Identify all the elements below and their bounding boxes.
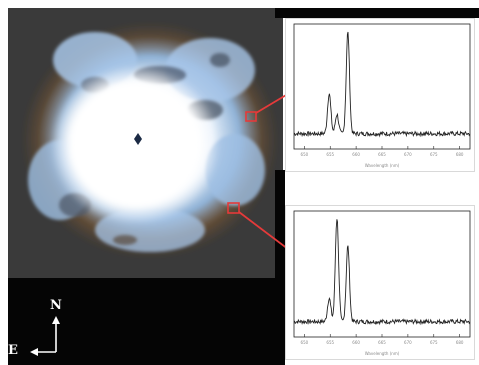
lower-spectrum-line xyxy=(293,219,471,326)
tick-label: 660 xyxy=(352,152,360,157)
lower-spectrum-axes xyxy=(293,210,471,338)
upper-spectrum-svg: 650 655 660 665 670 675 680 Wavelength (nm) xyxy=(293,23,471,168)
compass-arrows-icon xyxy=(30,316,60,356)
upper-callout-box xyxy=(245,111,257,122)
upper-spectrum-line xyxy=(293,31,471,138)
tick-label: 680 xyxy=(456,152,464,157)
upper-spectrum-x-label: Wavelength (nm) xyxy=(365,163,400,168)
lower-spectrum-x-label: Wavelength (nm) xyxy=(365,351,400,356)
tick-label: 670 xyxy=(404,340,412,345)
image-black-right xyxy=(275,170,285,365)
compass: N E xyxy=(8,296,70,360)
white-core xyxy=(50,65,220,225)
upper-spectrum-axes xyxy=(293,23,471,150)
central-star-icon xyxy=(134,133,142,145)
lower-spectrum-tick-labels: 650 655 660 665 670 675 680 xyxy=(301,334,464,345)
lower-spectrum-panel: 650 655 660 665 670 675 680 Wavelength (nm) xyxy=(285,205,475,360)
lower-spectrum-svg: 650 655 660 665 670 675 680 Wavelength (nm) xyxy=(293,210,471,356)
compass-east-label: E xyxy=(8,343,18,358)
image-black-top xyxy=(275,8,479,18)
tick-label: 680 xyxy=(456,340,464,345)
tick-label: 650 xyxy=(301,340,309,345)
tick-label: 655 xyxy=(326,152,334,157)
tick-label: 675 xyxy=(430,340,438,345)
tick-label: 670 xyxy=(404,152,412,157)
lower-callout-box xyxy=(227,202,240,214)
tick-label: 665 xyxy=(378,152,386,157)
upper-spectrum-tick-labels: 650 655 660 665 670 675 680 xyxy=(301,146,464,157)
compass-north-label: N xyxy=(50,298,62,313)
tick-label: 650 xyxy=(301,152,309,157)
tick-label: 665 xyxy=(378,340,386,345)
tick-label: 675 xyxy=(430,152,438,157)
tick-label: 655 xyxy=(326,340,334,345)
upper-spectrum-panel: 650 655 660 665 670 675 680 Wavelength (nm) xyxy=(285,18,475,172)
tick-label: 660 xyxy=(352,340,360,345)
